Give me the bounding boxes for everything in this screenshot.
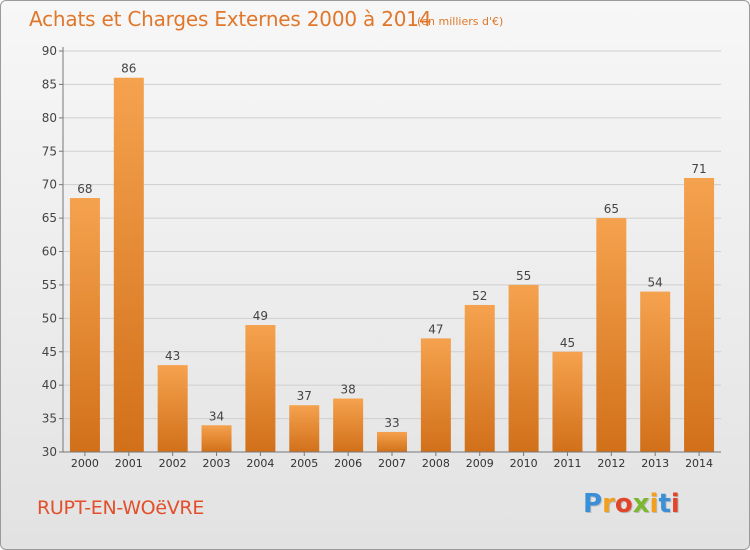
x-tick-label: 2012 [597, 457, 625, 470]
x-tick-label: 2008 [422, 457, 450, 470]
data-label: 52 [472, 289, 487, 303]
logo-letter: i [670, 489, 680, 519]
logo-letter: P [583, 489, 603, 519]
bar-layer: 68 86 43 34 49 37 38 33 47 52 55 45 65 54 71 [69, 62, 715, 452]
x-tick-label: 2002 [159, 457, 187, 470]
x-tick-label: 2004 [246, 457, 274, 470]
data-label: 45 [560, 336, 575, 350]
proxiti-logo: Proxiti [583, 489, 680, 519]
y-tick-label: 55 [42, 278, 57, 292]
x-tick-label: 2005 [290, 457, 318, 470]
axis-layer: 30 35 40 45 50 55 60 65 70 75 80 85 90 2000 2001 2002 20… [42, 44, 721, 470]
x-tick-label: 2010 [510, 457, 538, 470]
commune-name: RUPT-EN-WOëVRE [37, 497, 205, 519]
logo-letter: t [658, 489, 671, 519]
data-label: 37 [297, 389, 312, 403]
y-tick-label: 60 [42, 245, 57, 259]
y-tick-label: 70 [42, 178, 57, 192]
y-tick-label: 80 [42, 111, 57, 125]
logo-letter: x [632, 489, 650, 519]
bar [420, 338, 451, 452]
x-tick-label: 2001 [115, 457, 143, 470]
logo-letter: r [602, 489, 615, 519]
bar [508, 284, 539, 452]
bar [552, 351, 583, 452]
bar [201, 425, 232, 452]
chart-title: Achats et Charges Externes 2000 à 2014 [29, 7, 432, 31]
y-tick-label: 75 [42, 144, 57, 158]
y-tick-label: 35 [42, 412, 57, 426]
bar [464, 304, 495, 452]
bar [596, 218, 627, 452]
y-tick-label: 40 [42, 378, 57, 392]
data-label: 86 [121, 62, 136, 76]
y-tick-label: 45 [42, 345, 57, 359]
bar [157, 365, 188, 452]
logo-letter: i [649, 489, 659, 519]
x-tick-label: 2009 [466, 457, 494, 470]
bar [245, 325, 276, 452]
logo-letter: o [614, 489, 633, 519]
y-tick-label: 85 [42, 77, 57, 91]
x-tick-label: 2011 [553, 457, 581, 470]
x-tick-label: 2013 [641, 457, 669, 470]
data-label: 47 [428, 322, 443, 336]
bar [640, 291, 671, 452]
data-label: 34 [209, 409, 224, 423]
data-label: 68 [77, 182, 92, 196]
bar [333, 398, 364, 452]
data-label: 71 [691, 162, 706, 176]
bar [289, 405, 320, 452]
bar [69, 198, 100, 452]
y-tick-label: 90 [42, 44, 57, 58]
bar [113, 77, 144, 452]
y-tick-label: 50 [42, 311, 57, 325]
x-tick-label: 2006 [334, 457, 362, 470]
x-tick-label: 2007 [378, 457, 406, 470]
x-tick-label: 2003 [203, 457, 231, 470]
data-label: 54 [648, 276, 663, 290]
bar [377, 431, 407, 452]
data-label: 65 [604, 202, 619, 216]
x-tick-label: 2000 [71, 457, 99, 470]
y-tick-label: 30 [42, 445, 57, 459]
data-label: 55 [516, 269, 531, 283]
data-label: 43 [165, 349, 180, 363]
bar [684, 177, 715, 452]
data-label: 49 [253, 309, 268, 323]
data-label: 33 [384, 416, 399, 430]
chart-subtitle: (en milliers d'€) [417, 15, 504, 28]
y-tick-label: 65 [42, 211, 57, 225]
data-label: 38 [340, 383, 355, 397]
x-tick-label: 2014 [685, 457, 713, 470]
